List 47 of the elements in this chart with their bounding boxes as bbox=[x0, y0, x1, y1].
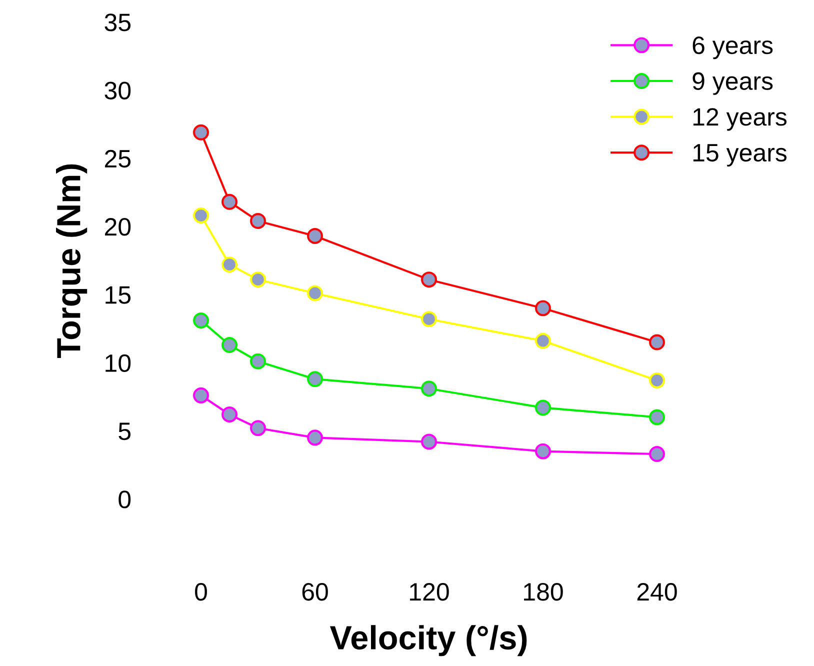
legend-label: 15 years bbox=[693, 144, 787, 167]
x-tick-label: 0 bbox=[195, 582, 207, 601]
point bbox=[421, 380, 437, 397]
point bbox=[535, 400, 551, 416]
legend-label: 6 years bbox=[692, 36, 773, 60]
point bbox=[193, 387, 209, 404]
x-tick-label: 240 bbox=[637, 582, 677, 601]
y-tick-label: 10 bbox=[106, 354, 131, 372]
y-tick-label: 20 bbox=[105, 218, 131, 236]
y-axis-title: Torque (Nm) bbox=[56, 164, 88, 358]
y-tick-label: 25 bbox=[105, 150, 131, 168]
point bbox=[193, 312, 209, 328]
point bbox=[250, 420, 266, 436]
point bbox=[222, 256, 238, 273]
point bbox=[421, 272, 437, 288]
x-tick-label: 60 bbox=[302, 582, 328, 601]
point bbox=[421, 434, 437, 450]
point bbox=[193, 124, 209, 140]
point bbox=[649, 372, 665, 388]
point bbox=[250, 272, 266, 288]
point bbox=[307, 228, 323, 244]
y-tick-label: 30 bbox=[104, 82, 131, 100]
point bbox=[307, 371, 323, 388]
point bbox=[222, 406, 238, 422]
point bbox=[193, 208, 209, 224]
point bbox=[222, 194, 238, 210]
point bbox=[250, 212, 266, 229]
y-tick-label: 15 bbox=[106, 286, 131, 304]
point bbox=[307, 285, 323, 302]
y-tick-label: 5 bbox=[118, 422, 131, 440]
point bbox=[649, 334, 665, 350]
point bbox=[250, 353, 266, 370]
point bbox=[535, 300, 551, 316]
legend-label: 9 years bbox=[692, 72, 773, 95]
x-tick-label: 180 bbox=[524, 582, 563, 601]
x-axis-title: Velocity (°/s) bbox=[330, 625, 527, 656]
point bbox=[307, 430, 323, 446]
y-tick-label: 0 bbox=[118, 490, 131, 508]
point bbox=[535, 332, 551, 349]
point bbox=[649, 409, 665, 426]
point bbox=[649, 446, 665, 462]
point bbox=[535, 443, 551, 460]
point bbox=[421, 311, 437, 328]
legend-label: 12 years bbox=[693, 108, 787, 131]
y-tick-label: 35 bbox=[104, 14, 131, 32]
point bbox=[222, 337, 238, 353]
x-tick-label: 120 bbox=[410, 582, 449, 601]
